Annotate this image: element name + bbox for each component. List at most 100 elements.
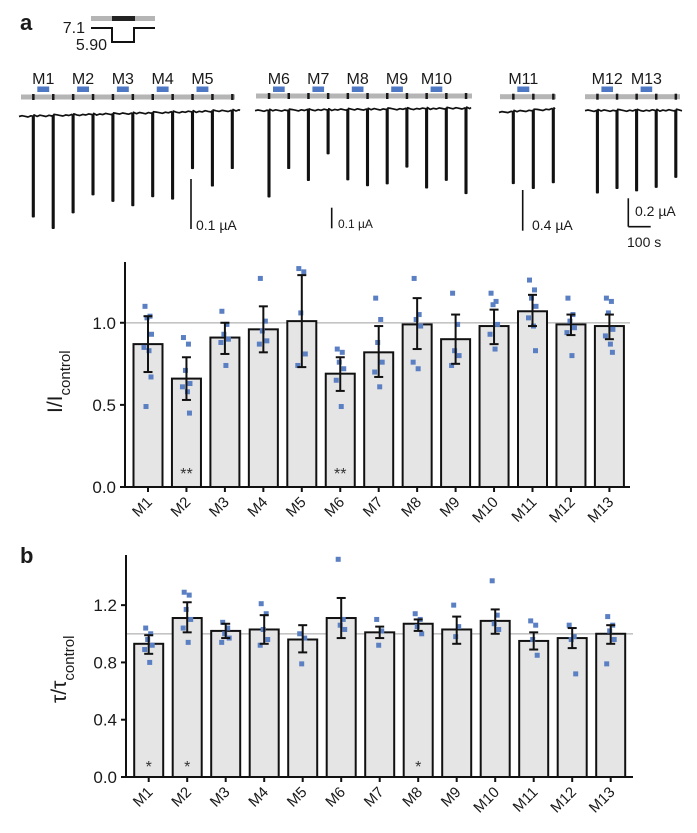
- pulse-marker: [674, 93, 678, 100]
- error-bar: [412, 297, 422, 351]
- modulator-label: M13: [631, 71, 662, 88]
- data-point: [340, 616, 346, 622]
- error-bar: [413, 618, 423, 632]
- modulator-application-bar: [156, 86, 169, 92]
- data-point: [608, 298, 614, 304]
- pulse-marker: [151, 94, 154, 100]
- data-point: [143, 404, 149, 410]
- data-point: [265, 637, 271, 643]
- trace-group: M1 M2 M3 M4 M5 0.1 µA: [18, 71, 241, 233]
- protocol-high-ph-label: 7.1: [63, 20, 85, 37]
- modulator-label: M12: [592, 71, 623, 88]
- modulator-application-bar: [196, 86, 209, 92]
- data-point: [607, 341, 613, 347]
- modulator-application-bar: [430, 86, 443, 92]
- data-point: [218, 339, 224, 345]
- bar: [518, 639, 550, 778]
- data-point: [573, 671, 579, 677]
- error-bar: [606, 624, 616, 645]
- data-point: [609, 349, 615, 355]
- x-tick-label: M4: [245, 784, 272, 811]
- ph-protocol-inset: 7.1 5.90: [63, 16, 155, 54]
- data-point: [264, 338, 270, 344]
- error-bar: [221, 622, 231, 640]
- modulator-label: M9: [386, 71, 408, 88]
- pulse-marker: [307, 93, 310, 99]
- data-point: [604, 661, 610, 667]
- x-tick-label: M13: [585, 494, 618, 527]
- current-scale-label: 0.4 µA: [532, 217, 573, 233]
- data-point: [527, 277, 532, 283]
- data-point: [180, 625, 186, 631]
- data-point: [180, 335, 186, 341]
- error-bar: [566, 313, 576, 337]
- significance-marker: **: [334, 466, 346, 483]
- data-point: [143, 625, 149, 631]
- data-point: [488, 290, 494, 296]
- data-point: [142, 303, 148, 309]
- data-point: [571, 325, 577, 331]
- data-point: [179, 384, 185, 390]
- error-bar: [529, 631, 539, 651]
- data-point: [302, 635, 308, 641]
- y-tick-label: 0.4: [93, 711, 117, 730]
- bar: [133, 642, 165, 778]
- error-bar: [452, 615, 462, 645]
- y-axis-label-main: I/I: [44, 395, 67, 413]
- data-point: [565, 295, 571, 301]
- data-point: [223, 362, 229, 368]
- data-point: [185, 341, 191, 347]
- data-point: [148, 631, 154, 637]
- error-bar: [528, 293, 537, 328]
- data-point: [372, 369, 378, 375]
- data-point: [185, 639, 191, 645]
- data-point: [532, 287, 537, 293]
- bar: [248, 628, 280, 778]
- pulse-marker: [287, 93, 290, 99]
- data-point: [449, 362, 455, 368]
- data-point: [533, 348, 538, 354]
- bar: [325, 617, 357, 778]
- pulse-marker: [425, 93, 428, 99]
- x-tick-label: M1: [130, 784, 157, 811]
- data-point: [219, 639, 225, 645]
- data-point: [456, 353, 462, 359]
- protocol-timeline-bar: [21, 94, 235, 100]
- pulse-marker: [231, 94, 234, 100]
- trace-group: M11 0.4 µA: [498, 71, 573, 233]
- bar: [287, 638, 319, 779]
- pulse-marker: [464, 93, 468, 99]
- modulator-application-bar: [116, 86, 129, 92]
- data-point: [605, 310, 611, 316]
- pulse-marker: [596, 93, 599, 100]
- x-tick-label: M7: [360, 494, 387, 521]
- x-tick-label: M6: [322, 784, 349, 811]
- data-point: [334, 346, 340, 352]
- data-point: [490, 302, 496, 308]
- error-bar: [489, 308, 499, 346]
- significance-marker: *: [415, 759, 421, 776]
- data-point: [564, 330, 570, 336]
- error-bar: [182, 601, 192, 634]
- modulator-application-bar: [351, 86, 364, 92]
- error-bar: [297, 274, 307, 369]
- data-point: [534, 652, 540, 658]
- data-point: [257, 275, 263, 281]
- data-point: [333, 377, 339, 383]
- pulse-marker: [532, 93, 535, 100]
- pulse-marker: [512, 93, 515, 100]
- pulse-marker: [52, 94, 55, 100]
- modulator-label: M3: [112, 71, 134, 88]
- x-tick-label: M5: [283, 494, 310, 521]
- data-point: [450, 290, 456, 296]
- x-tick-label: M10: [469, 494, 502, 527]
- data-point: [297, 631, 303, 637]
- data-point: [526, 315, 531, 321]
- data-point: [147, 659, 153, 665]
- data-point: [492, 346, 498, 352]
- pulse-marker: [366, 93, 369, 99]
- data-point: [225, 336, 231, 342]
- modulator-application-bar: [601, 86, 613, 92]
- pulse-marker: [326, 93, 330, 99]
- modulator-application-bar: [273, 86, 285, 92]
